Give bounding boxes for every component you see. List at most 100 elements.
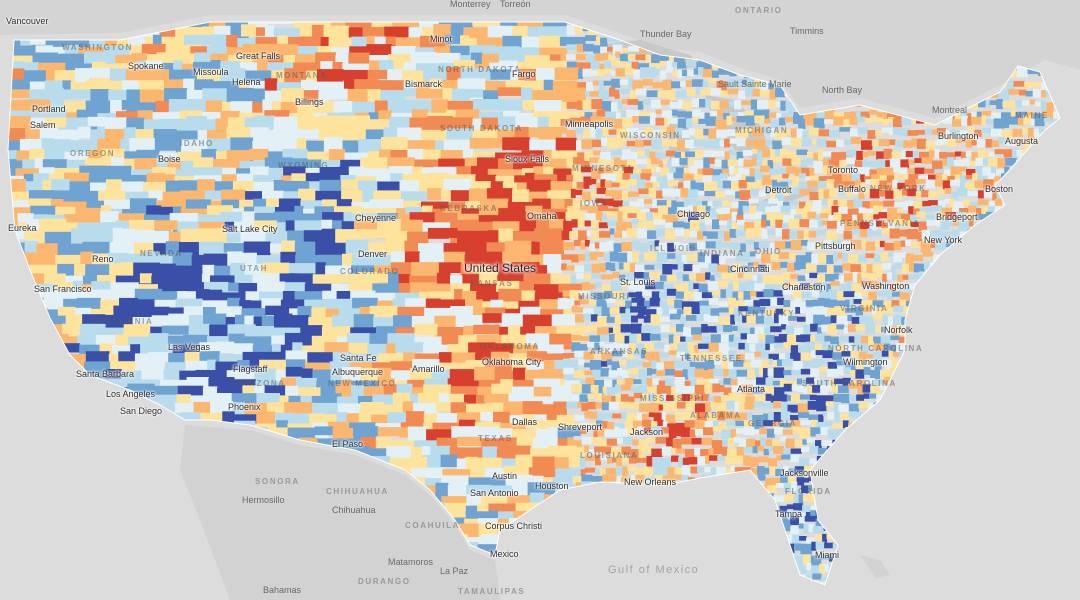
county-cell[interactable] xyxy=(898,336,906,344)
county-cell[interactable] xyxy=(865,179,871,185)
county-cell[interactable] xyxy=(756,306,766,314)
county-cell[interactable] xyxy=(622,212,629,220)
county-cell[interactable] xyxy=(698,67,704,76)
county-cell[interactable] xyxy=(721,242,731,248)
county-cell[interactable] xyxy=(776,455,782,461)
county-cell[interactable] xyxy=(799,219,810,228)
county-cell[interactable] xyxy=(976,208,982,218)
county-cell[interactable] xyxy=(925,179,936,189)
county-cell[interactable] xyxy=(377,221,388,230)
county-cell[interactable] xyxy=(708,368,714,380)
county-cell[interactable] xyxy=(892,179,898,188)
county-cell[interactable] xyxy=(436,402,452,412)
county-cell[interactable] xyxy=(473,324,500,335)
county-cell[interactable] xyxy=(743,447,754,453)
county-cell[interactable] xyxy=(945,152,956,161)
county-cell[interactable] xyxy=(767,368,775,376)
county-cell[interactable] xyxy=(611,350,623,357)
county-cell[interactable] xyxy=(820,385,828,395)
county-cell[interactable] xyxy=(694,352,703,359)
county-cell[interactable] xyxy=(712,426,723,432)
county-cell[interactable] xyxy=(638,188,649,195)
county-cell[interactable] xyxy=(439,393,450,403)
county-cell[interactable] xyxy=(959,175,967,184)
county-cell[interactable] xyxy=(313,81,324,93)
county-cell[interactable] xyxy=(674,377,686,385)
county-cell[interactable] xyxy=(940,231,953,241)
county-cell[interactable] xyxy=(598,167,604,178)
county-cell[interactable] xyxy=(898,229,908,237)
county-cell[interactable] xyxy=(865,241,876,251)
county-cell[interactable] xyxy=(651,166,657,173)
county-cell[interactable] xyxy=(807,151,814,157)
county-cell[interactable] xyxy=(843,139,852,145)
county-cell[interactable] xyxy=(515,445,531,456)
county-cell[interactable] xyxy=(836,139,845,147)
county-cell[interactable] xyxy=(837,190,846,196)
county-cell[interactable] xyxy=(1029,99,1036,105)
county-cell[interactable] xyxy=(911,116,917,124)
county-cell[interactable] xyxy=(876,291,888,297)
county-cell[interactable] xyxy=(54,87,64,107)
county-cell[interactable] xyxy=(891,151,902,159)
county-cell[interactable] xyxy=(940,215,946,222)
county-cell[interactable] xyxy=(707,281,719,290)
county-cell[interactable] xyxy=(886,112,896,120)
county-cell[interactable] xyxy=(173,60,183,70)
county-cell[interactable] xyxy=(683,168,690,177)
county-cell[interactable] xyxy=(610,280,622,291)
county-cell[interactable] xyxy=(692,109,701,118)
county-cell[interactable] xyxy=(605,111,617,121)
county-cell[interactable] xyxy=(621,280,630,287)
county-cell[interactable] xyxy=(756,161,763,167)
county-cell[interactable] xyxy=(705,206,711,215)
county-cell[interactable] xyxy=(877,158,886,168)
county-cell[interactable] xyxy=(678,182,684,190)
county-cell[interactable] xyxy=(414,323,438,336)
county-cell[interactable] xyxy=(902,205,909,211)
county-cell[interactable] xyxy=(886,290,893,300)
county-cell[interactable] xyxy=(693,174,704,180)
county-cell[interactable] xyxy=(745,239,755,245)
county-cell[interactable] xyxy=(844,273,854,282)
county-cell[interactable] xyxy=(671,264,679,270)
county-cell[interactable] xyxy=(584,467,596,473)
county-cell[interactable] xyxy=(758,200,769,207)
county-cell[interactable] xyxy=(958,220,970,231)
county-cell[interactable] xyxy=(759,81,769,90)
county-cell[interactable] xyxy=(563,242,575,251)
county-cell[interactable] xyxy=(662,264,673,275)
county-cell[interactable] xyxy=(639,46,647,53)
county-cell[interactable] xyxy=(721,207,731,216)
county-cell[interactable] xyxy=(656,307,663,315)
county-cell[interactable] xyxy=(101,148,125,160)
county-cell[interactable] xyxy=(709,275,715,281)
county-cell[interactable] xyxy=(829,130,840,138)
county-cell[interactable] xyxy=(222,101,231,116)
county-cell[interactable] xyxy=(462,13,473,30)
county-cell[interactable] xyxy=(626,140,636,147)
county-cell[interactable] xyxy=(371,414,389,424)
county-cell[interactable] xyxy=(772,179,777,191)
county-cell[interactable] xyxy=(709,378,719,384)
county-cell[interactable] xyxy=(676,324,684,332)
county-cell[interactable] xyxy=(662,158,668,164)
county-cell[interactable] xyxy=(788,188,800,195)
county-cell[interactable] xyxy=(719,173,729,179)
county-cell[interactable] xyxy=(981,110,992,116)
county-cell[interactable] xyxy=(612,44,623,55)
county-cell[interactable] xyxy=(805,252,812,263)
county-cell[interactable] xyxy=(574,231,579,238)
county-cell[interactable] xyxy=(911,138,918,147)
county-cell[interactable] xyxy=(935,220,941,227)
county-cell[interactable] xyxy=(377,272,389,283)
county-cell[interactable] xyxy=(893,252,903,263)
county-cell[interactable] xyxy=(928,191,940,198)
county-cell[interactable] xyxy=(785,438,796,448)
county-cell[interactable] xyxy=(595,211,603,222)
county-cell[interactable] xyxy=(713,368,724,377)
county-cell[interactable] xyxy=(598,90,610,101)
county-cell[interactable] xyxy=(908,274,915,280)
county-cell[interactable] xyxy=(783,342,792,349)
county-cell[interactable] xyxy=(581,282,590,291)
